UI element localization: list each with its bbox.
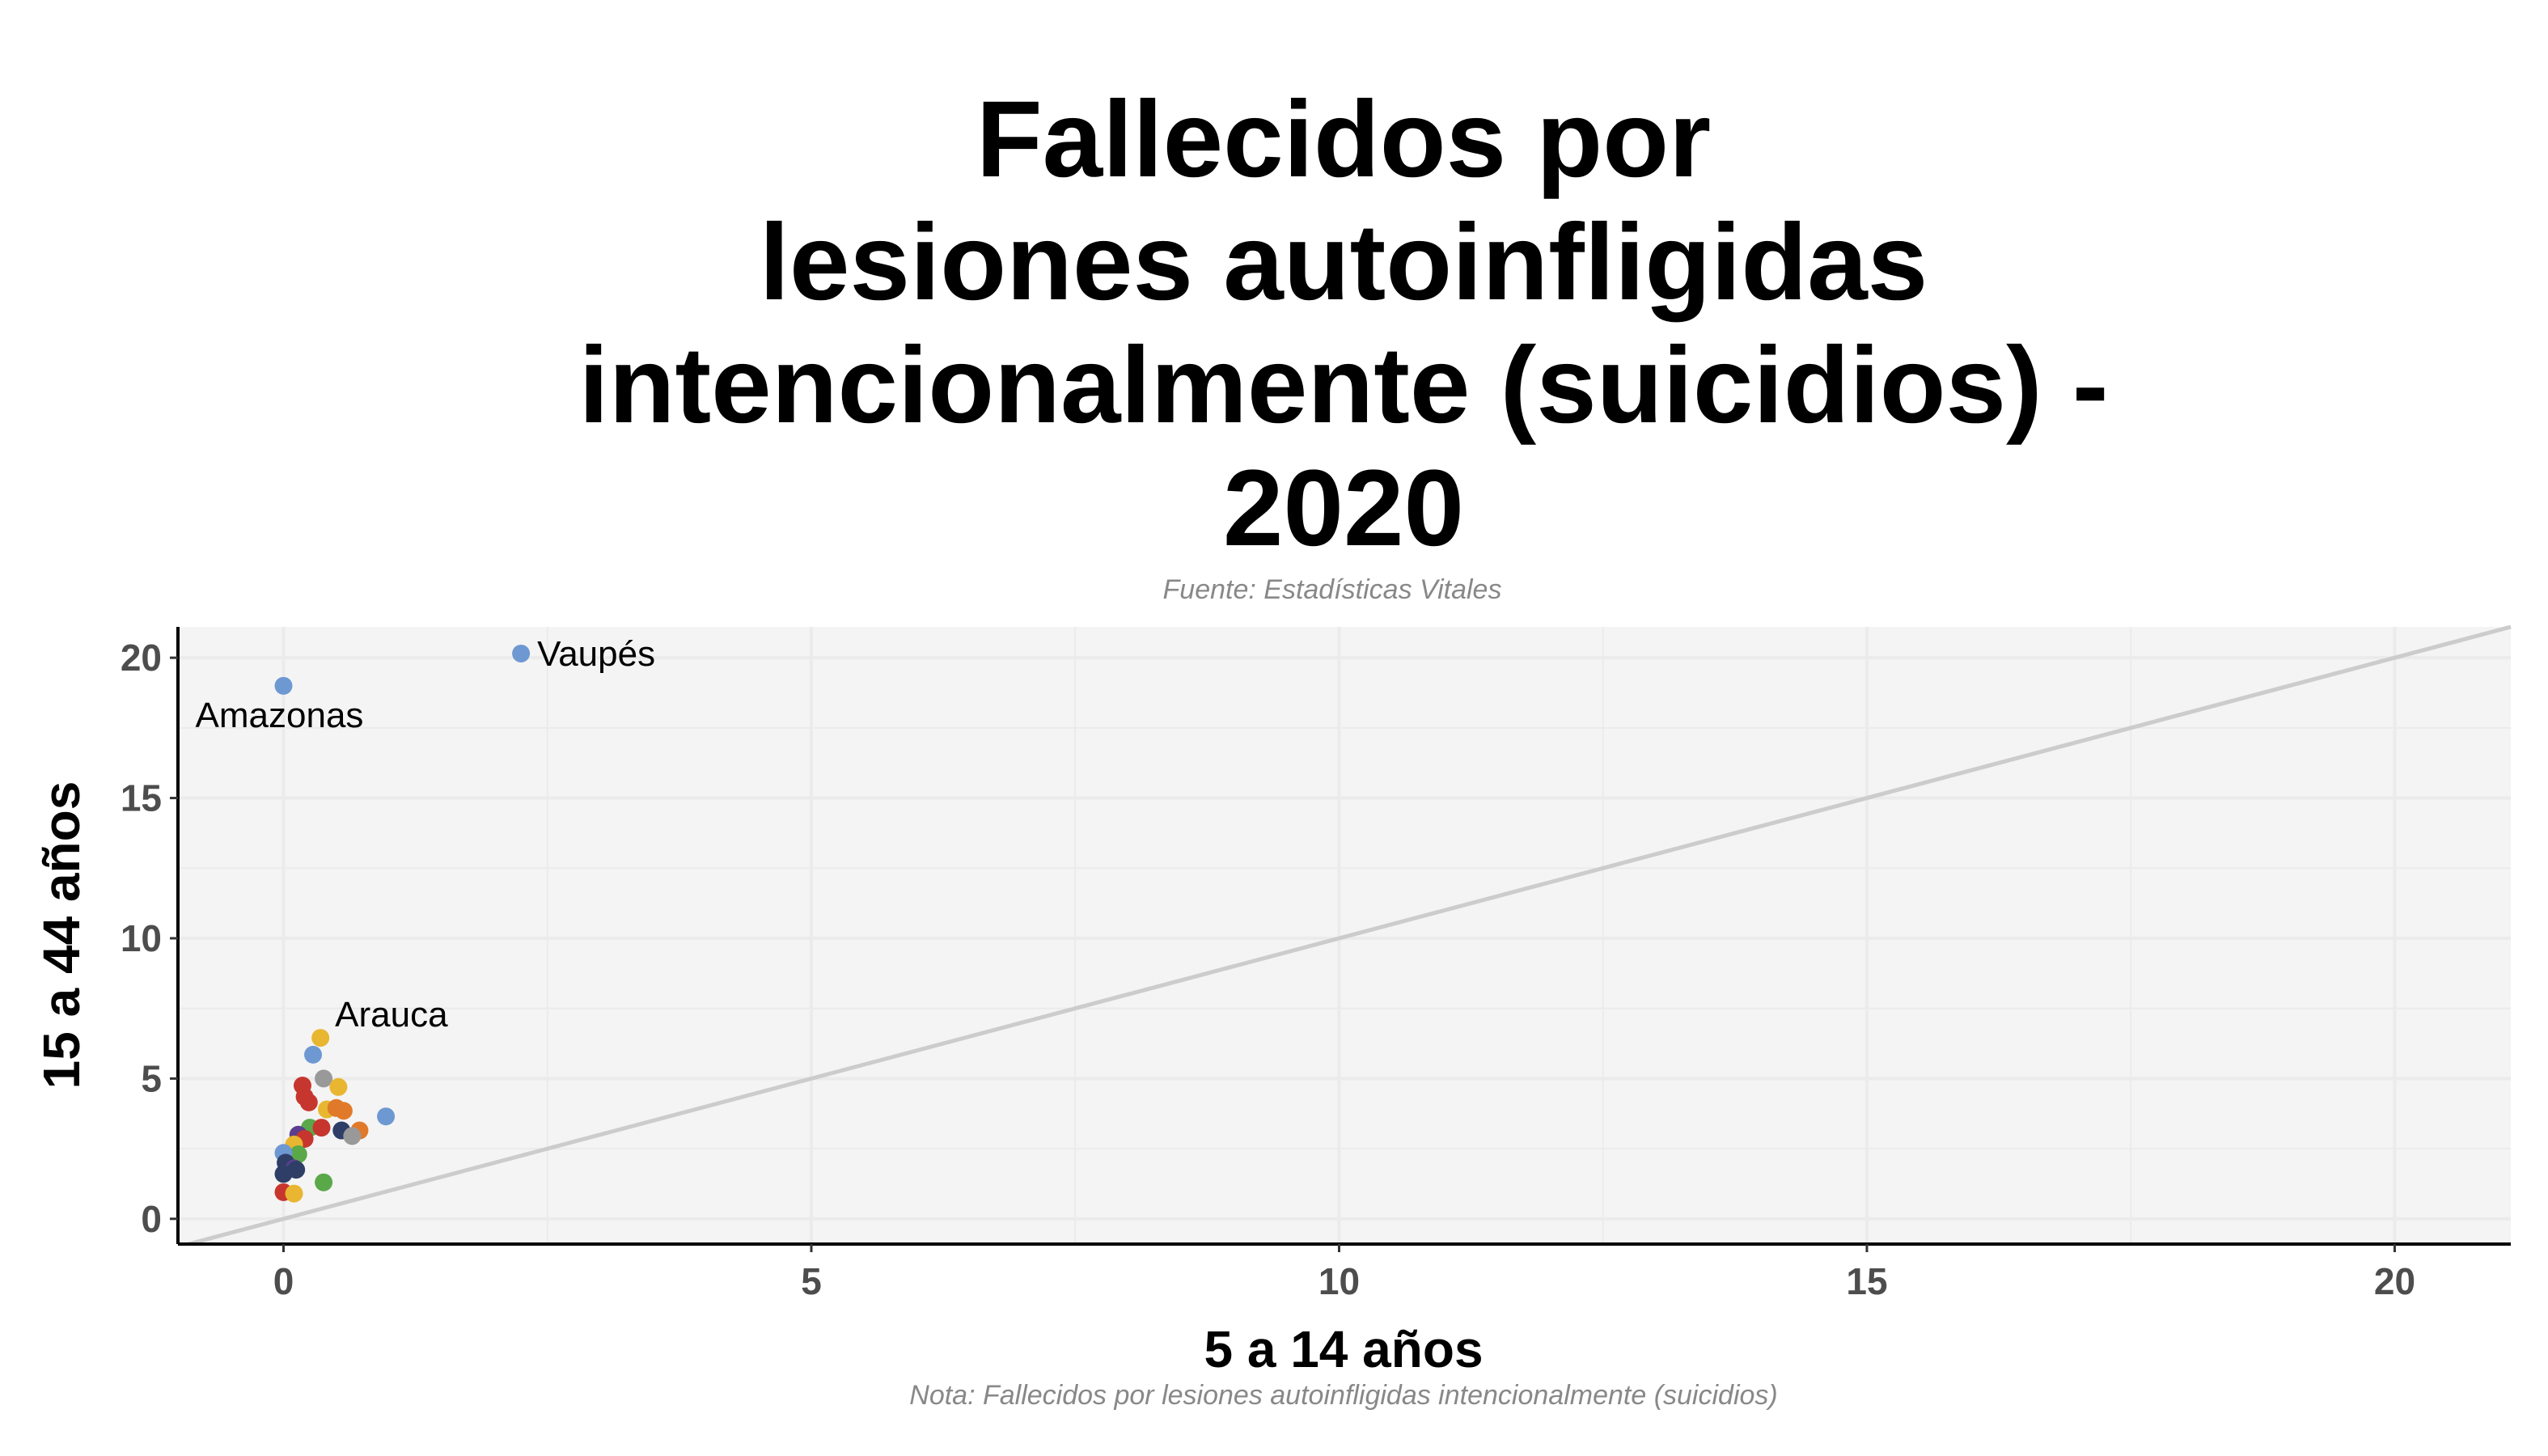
chart-title-line-4: 2020: [1223, 448, 1464, 569]
data-point: [299, 1093, 318, 1111]
y-tick-label: 20: [121, 637, 162, 679]
x-tick-label: 20: [2374, 1260, 2415, 1302]
x-tick-label: 0: [273, 1260, 294, 1302]
y-tick-label: 15: [121, 777, 162, 819]
x-tick-label: 5: [801, 1260, 822, 1302]
point-label: Amazonas: [196, 696, 364, 735]
x-tick-label: 15: [1846, 1260, 1887, 1302]
data-point: [289, 1145, 307, 1164]
data-point: [377, 1107, 396, 1126]
data-point: [312, 1119, 331, 1137]
y-tick-label: 5: [141, 1057, 162, 1099]
data-points: [274, 644, 531, 1203]
y-tick-label: 0: [141, 1198, 162, 1240]
data-point: [274, 676, 293, 695]
data-point: [304, 1045, 323, 1064]
x-axis-title: 5 a 14 años: [1204, 1320, 1483, 1378]
data-point: [329, 1077, 348, 1096]
x-tick-label: 10: [1318, 1260, 1360, 1302]
data-point: [315, 1069, 333, 1088]
y-axis-title: 15 a 44 años: [32, 781, 91, 1090]
axis-ticks: 0 5 10 15 20 0 5 10 15 20: [121, 637, 2415, 1302]
chart-title-line-2: lesiones autoinfligidas: [760, 202, 1928, 323]
point-label: Vaupés: [537, 634, 655, 674]
data-point: [512, 644, 531, 662]
point-label: Arauca: [335, 995, 448, 1035]
data-point: [334, 1102, 353, 1120]
data-point: [285, 1184, 303, 1203]
reference-line: [188, 624, 2512, 1246]
y-tick-label: 10: [121, 917, 162, 959]
chart-subtitle: Fuente: Estadísticas Vitales: [1163, 574, 1502, 605]
data-point: [343, 1127, 362, 1145]
data-point: [311, 1029, 330, 1048]
data-point: [315, 1173, 333, 1191]
data-point: [274, 1165, 293, 1183]
chart-title-line-3: intencionalmente (suicidios) -: [578, 325, 2108, 446]
chart-note: Nota: Fallecidos por lesiones autoinflig…: [909, 1380, 1777, 1411]
point-labels: Vaupés Amazonas Arauca: [196, 634, 656, 1035]
chart-title: Fallecidos por lesiones autoinfligidas i…: [578, 79, 2108, 569]
chart-title-line-1: Fallecidos por: [976, 79, 1711, 200]
